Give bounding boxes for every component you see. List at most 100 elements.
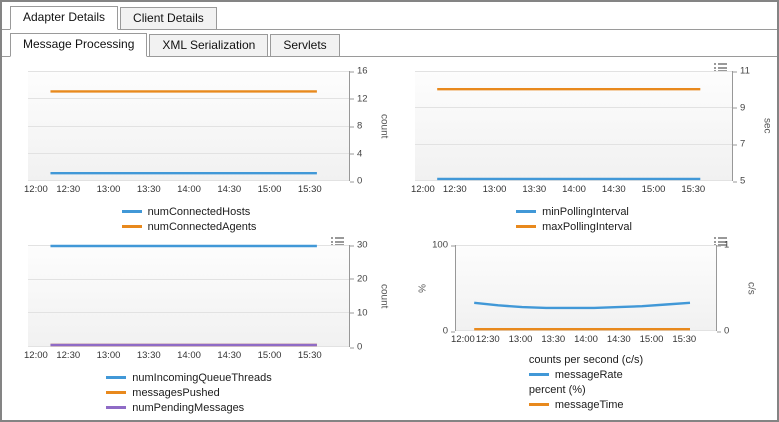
tab-servlets[interactable]: Servlets xyxy=(270,34,340,57)
x-tick-label: 13:30 xyxy=(541,334,566,345)
legend-item: numPendingMessages xyxy=(106,400,271,415)
legend-swatch xyxy=(528,373,549,376)
tab-adapter-details[interactable]: Adapter Details xyxy=(10,6,119,30)
menu-icon-line xyxy=(714,237,727,239)
gridline xyxy=(28,98,349,100)
x-tick-label: 14:30 xyxy=(217,184,242,195)
x-tick-label: 13:00 xyxy=(96,350,121,361)
gridline xyxy=(415,180,732,181)
x-tick-label: 15:30 xyxy=(672,334,697,345)
gridline xyxy=(28,346,349,347)
menu-icon-line xyxy=(714,63,727,65)
legend-label: percent (%) xyxy=(528,383,586,396)
menu-icon-line xyxy=(331,240,344,243)
series-lines xyxy=(28,71,349,180)
gridline xyxy=(456,330,716,331)
x-tick-label: 12:00 xyxy=(411,184,435,195)
y-tick-label: 4 xyxy=(350,148,376,159)
x-tick-label: 13:30 xyxy=(522,184,547,195)
legend-swatch xyxy=(106,376,127,379)
x-tick-label: 15:00 xyxy=(257,350,282,361)
x-tick-label: 12:00 xyxy=(24,350,48,361)
y-tick-label: 0 xyxy=(350,176,376,187)
legend: numIncomingQueueThreads messagesPushed num… xyxy=(28,370,350,415)
legend-label: messagesPushed xyxy=(132,386,220,399)
legend-table: numIncomingQueueThreads messagesPushed num… xyxy=(106,370,272,415)
x-tick-label: 14:30 xyxy=(606,334,631,345)
y-tick-label: 10 xyxy=(350,307,376,318)
y-tick-label: 9 xyxy=(733,102,759,113)
y-tick-label: 0 xyxy=(350,342,376,353)
series-lines xyxy=(456,245,716,330)
y-tick-label: 11 xyxy=(733,66,759,77)
gridline xyxy=(415,107,732,109)
legend: counts per second (c/s) messageRate percen… xyxy=(455,352,717,412)
menu-icon-line xyxy=(331,237,344,239)
legend-item: numConnectedAgents xyxy=(121,219,257,234)
x-tick-label: 12:30 xyxy=(442,184,467,195)
plot-strip: 0 4 8 12 16 count xyxy=(8,66,392,187)
series-lines xyxy=(415,71,732,180)
x-tick-label: 15:30 xyxy=(297,350,322,361)
y-tick-label: 16 xyxy=(350,66,376,77)
legend-label: numConnectedHosts xyxy=(147,205,251,218)
legend-label: messageTime xyxy=(554,398,624,411)
series-lines xyxy=(28,245,349,346)
tab-client-details[interactable]: Client Details xyxy=(120,7,217,30)
legend-label: numPendingMessages xyxy=(132,401,245,414)
x-axis: 12:00 12:30 13:00 13:30 14:00 14:30 15:00 15:30 xyxy=(24,350,350,363)
legend: numConnectedHosts numConnectedAgents xyxy=(28,204,350,234)
charts-grid: 0 4 8 12 16 count 12:00 12:30 13:00 13:30 14:00 14:… xyxy=(2,59,777,420)
x-tick-label: 15:00 xyxy=(641,184,666,195)
tab-message-processing[interactable]: Message Processing xyxy=(10,33,148,57)
legend-label: maxPollingInterval xyxy=(542,220,632,233)
y-axis-title-right: c/s xyxy=(745,281,757,295)
gridline xyxy=(415,71,732,72)
legend-label: counts per second (c/s) xyxy=(528,353,644,366)
x-tick-label: 12:00 xyxy=(451,334,475,345)
plot-area xyxy=(415,71,733,181)
gridline xyxy=(415,143,732,145)
y-tick-label: 30 xyxy=(350,240,376,251)
primary-tabbar: Adapter Details Client Details xyxy=(2,2,777,30)
chart-connected-hosts-agents: 0 4 8 12 16 count 12:00 12:30 13:00 13:30 14:00 14:… xyxy=(8,59,392,233)
y-axis-title-left: % xyxy=(415,283,427,293)
gridline xyxy=(28,152,349,154)
y-axis-right: 0 10 20 30 xyxy=(350,240,376,353)
x-tick-label: 12:00 xyxy=(24,184,48,195)
y-axis-title-right: sec xyxy=(761,118,773,134)
legend-item: minPollingInterval xyxy=(516,204,632,219)
legend-swatch xyxy=(121,210,142,213)
plot-strip: 5 7 9 11 sec xyxy=(395,66,775,187)
legend-label: numConnectedAgents xyxy=(147,220,257,233)
legend-table: numConnectedHosts numConnectedAgents xyxy=(121,204,257,234)
chart-message-rate-time: % 0 100 0 1 c/s 12:00 12:30 13:00 13:30 14:00 14:30… xyxy=(395,233,775,420)
x-tick-label: 15:30 xyxy=(297,184,322,195)
tab-xml-serialization[interactable]: XML Serialization xyxy=(149,34,269,57)
x-tick-label: 14:00 xyxy=(177,184,201,195)
x-tick-label: 14:00 xyxy=(177,350,201,361)
y-axis-left: 0 100 xyxy=(429,240,455,337)
legend-label: messageRate xyxy=(554,368,623,381)
x-axis: 12:00 12:30 13:00 13:30 14:00 14:30 15:00 15:30 xyxy=(24,184,350,197)
gridline xyxy=(28,180,349,181)
legend-table: minPollingInterval maxPollingInterval xyxy=(516,204,632,234)
x-tick-label: 15:30 xyxy=(681,184,706,195)
x-tick-label: 13:30 xyxy=(136,350,161,361)
x-tick-label: 13:00 xyxy=(482,184,507,195)
series-line-messageRate xyxy=(474,303,690,308)
y-tick-label: 20 xyxy=(350,273,376,284)
menu-icon-line xyxy=(714,66,727,69)
gridline xyxy=(28,278,349,280)
plot-strip: 0 10 20 30 count xyxy=(8,240,392,353)
legend-item: numConnectedHosts xyxy=(121,204,257,219)
legend-item: messageRate xyxy=(528,367,643,382)
x-tick-label: 14:00 xyxy=(574,334,598,345)
x-axis: 12:00 12:30 13:00 13:30 14:00 14:30 15:00 15:30 xyxy=(411,184,733,197)
plot-strip: % 0 100 0 1 c/s xyxy=(395,240,775,337)
legend-label: numIncomingQueueThreads xyxy=(132,371,272,384)
y-axis-title-right: count xyxy=(378,283,390,309)
legend-item: percent (%) xyxy=(529,382,643,397)
legend-swatch xyxy=(121,225,142,228)
